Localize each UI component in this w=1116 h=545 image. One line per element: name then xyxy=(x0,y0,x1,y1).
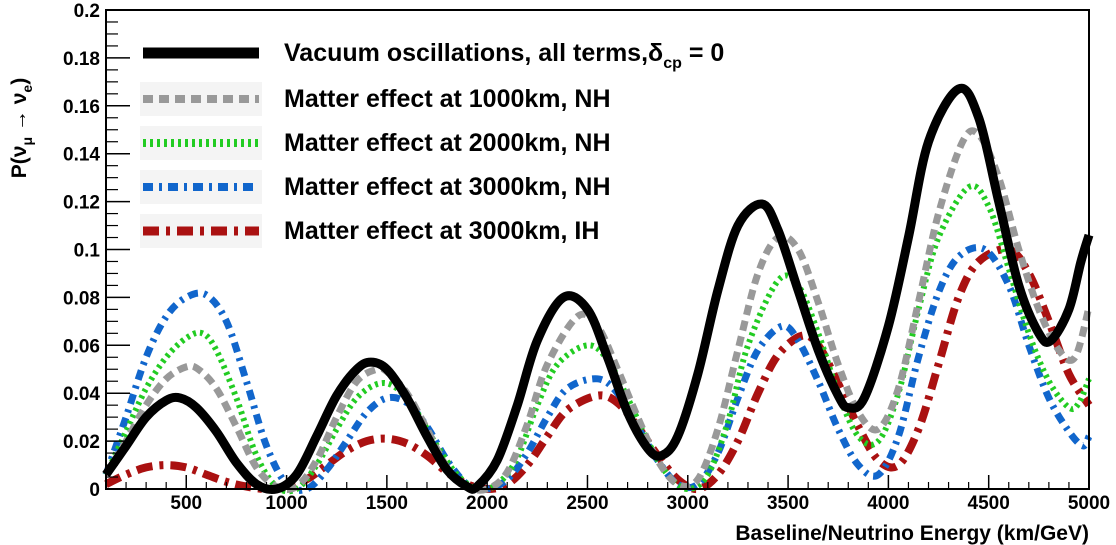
legend-label-vacuum-text: Vacuum oscillations, all terms, xyxy=(284,39,648,67)
x-tick-label: 3500 xyxy=(767,493,809,514)
series-line-1 xyxy=(102,127,1093,494)
x-tick-label: 3000 xyxy=(667,493,709,514)
legend-label-2000km-nh: Matter effect at 2000km, NH xyxy=(284,129,611,157)
x-tick-label: 5000 xyxy=(1068,493,1110,514)
legend-label-vacuum-tail: = 0 xyxy=(682,39,724,67)
legend-label-3000km-ih: Matter effect at 3000km, IH xyxy=(284,217,599,245)
y-tick-label: 0.18 xyxy=(63,49,100,70)
legend: Vacuum oscillations, all terms,δcp = 0 M… xyxy=(140,36,724,248)
y-tick-label: 0.14 xyxy=(63,145,100,166)
y-tick-label: 0.08 xyxy=(63,288,100,309)
y-title-prefix: P( xyxy=(8,157,31,178)
x-tick-label: 2000 xyxy=(466,493,508,514)
x-tick-label: 500 xyxy=(170,493,202,514)
y-title-sub-e: e xyxy=(19,85,35,93)
y-title-nu-mu: ν xyxy=(8,146,31,158)
x-tick-label: 1500 xyxy=(366,493,408,514)
y-tick-label: 0.1 xyxy=(74,241,101,262)
ticks-layer: 500 1000 1500 2000 2500 3000 3500 4000 4500 5000 0… xyxy=(63,1,1110,514)
x-tick-label: 4500 xyxy=(968,493,1010,514)
y-tick-label: 0.2 xyxy=(74,1,100,22)
y-tick-label: 0.06 xyxy=(63,336,100,357)
x-tick-label: 4000 xyxy=(867,493,909,514)
legend-label-vacuum-sub: cp xyxy=(663,55,682,72)
legend-label-1000km-nh: Matter effect at 1000km, NH xyxy=(284,85,611,113)
series-line-2 xyxy=(103,182,1092,495)
x-tick-label: 1000 xyxy=(265,493,307,514)
y-title-arrow: → xyxy=(8,104,31,137)
x-tick-label: 2500 xyxy=(566,493,608,514)
y-tick-label: 0 xyxy=(89,480,100,501)
legend-label-vacuum-delta: δ xyxy=(648,39,663,67)
y-tick-label: 0.02 xyxy=(63,432,100,453)
y-title-sub-mu: μ xyxy=(19,137,35,146)
y-tick-label: 0.16 xyxy=(63,97,100,118)
x-axis-title: Baseline/Neutrino Energy (km/GeV) xyxy=(735,522,1089,545)
legend-label-vacuum: Vacuum oscillations, all terms,δcp = 0 xyxy=(284,39,724,72)
y-axis-title: P(νμ → νe) xyxy=(8,78,35,178)
y-tick-label: 0.12 xyxy=(63,193,100,214)
y-title-nu-e: ν xyxy=(8,93,31,105)
y-tick-label: 0.04 xyxy=(63,384,100,405)
y-title-suffix: ) xyxy=(8,78,31,85)
legend-label-3000km-nh: Matter effect at 3000km, NH xyxy=(284,173,611,201)
